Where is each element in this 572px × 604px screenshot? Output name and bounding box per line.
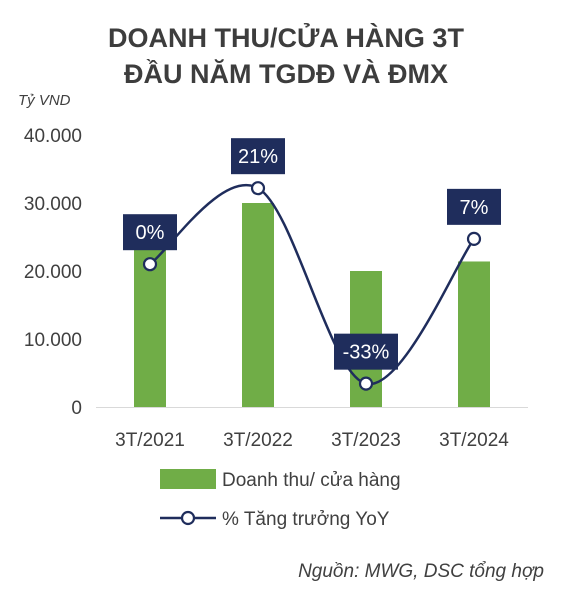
y-tick-label: 30.000 xyxy=(24,194,82,215)
legend-swatch-marker xyxy=(180,510,196,526)
yoy-point-3T/2022 xyxy=(250,181,266,196)
bar-3T/2024 xyxy=(458,261,490,407)
yoy-growth-line xyxy=(149,184,476,385)
legend-swatch-bar xyxy=(160,469,216,489)
x-tick-label: 3T/2021 xyxy=(115,430,185,451)
chart-title-line-2: ĐẦU NĂM TGDĐ VÀ ĐMX xyxy=(124,59,448,89)
y-tick-label: 0 xyxy=(71,398,82,419)
y-axis-unit-label: Tỷ VND xyxy=(18,92,71,109)
x-tick-label: 3T/2023 xyxy=(331,430,401,451)
chart-title-line-1: DOANH THU/CỬA HÀNG 3T xyxy=(108,23,464,53)
yoy-point-3T/2021 xyxy=(142,257,158,272)
yoy-point-3T/2024 xyxy=(466,231,482,246)
yoy-data-label-box xyxy=(334,333,398,370)
yoy-point-3T/2023 xyxy=(358,376,374,391)
chart-title: DOANH THU/CỬA HÀNG 3T ĐẦU NĂM TGDĐ VÀ ĐM… xyxy=(0,20,572,92)
y-tick-label: 20.000 xyxy=(24,262,82,283)
yoy-data-label: -33% xyxy=(343,342,390,364)
yoy-data-label-box xyxy=(231,138,285,175)
y-tick-label: 40.000 xyxy=(24,126,82,147)
y-tick-label: 10.000 xyxy=(24,330,82,351)
bar-3T/2022 xyxy=(242,203,274,407)
x-tick-label: 3T/2022 xyxy=(223,430,293,451)
yoy-data-label: 21% xyxy=(238,146,278,168)
legend-label-bar: Doanh thu/ cửa hàng xyxy=(222,470,401,491)
yoy-data-label: 7% xyxy=(460,197,489,219)
yoy-data-label-box xyxy=(447,188,501,225)
source-note: Nguồn: MWG, DSC tổng hợp xyxy=(298,561,544,582)
x-tick-label: 3T/2024 xyxy=(439,430,509,451)
yoy-data-label: 0% xyxy=(136,222,165,244)
legend-label-line: % Tăng trưởng YoY xyxy=(222,509,390,530)
yoy-data-label-box xyxy=(123,214,177,251)
